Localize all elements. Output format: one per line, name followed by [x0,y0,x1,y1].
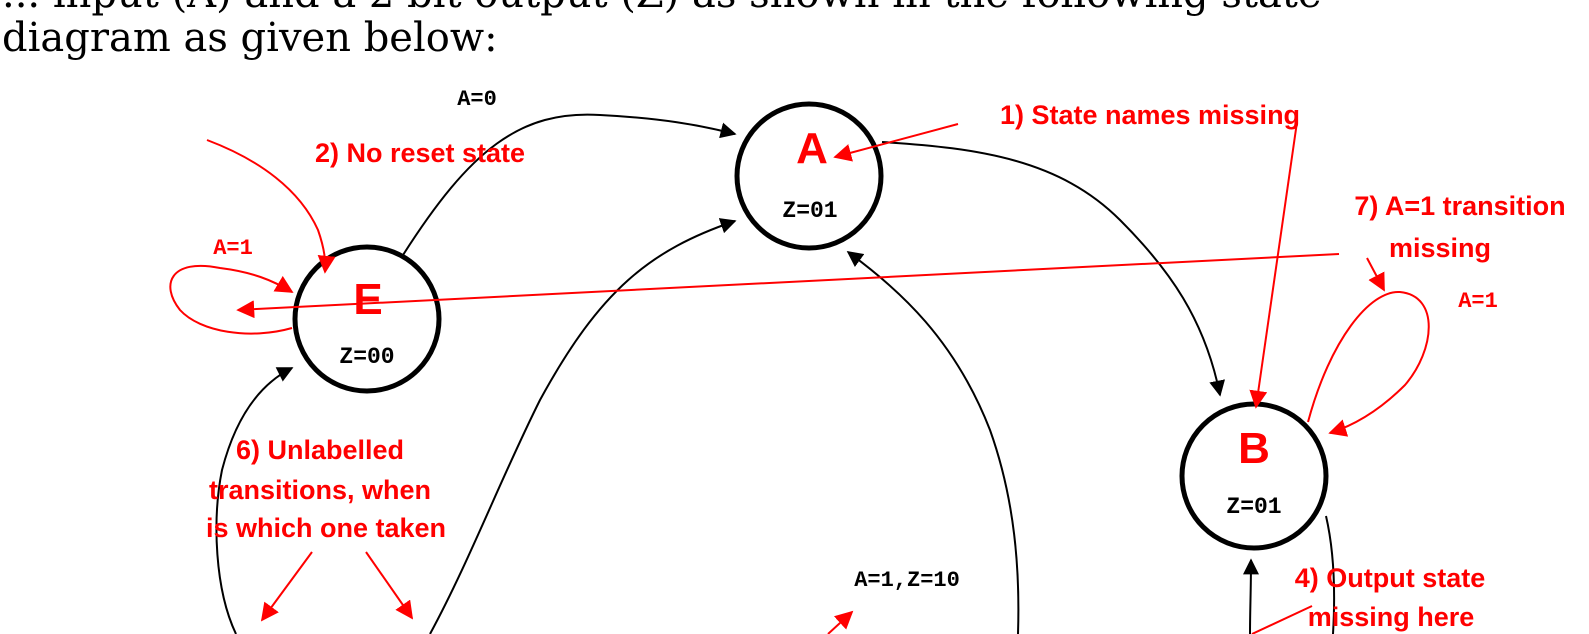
note-6-line-2: transitions, when [209,475,431,505]
e-self-loop [169,264,294,335]
transition-bottom-to-a [429,218,737,634]
state-e-name: E [353,275,382,324]
note-4-arrow [1251,605,1313,634]
transition-b-down [1325,515,1336,634]
note-7-line-2: missing [1389,233,1491,263]
state-e-circle [292,244,442,394]
state-a: A Z=01 [734,101,884,251]
note-6-arrow-right [365,551,414,620]
note-6-arrow-left [260,551,313,622]
intro-text-line-2: diagram as given below: [2,15,498,61]
transition-e-to-a [402,113,737,256]
state-a-output: Z=01 [782,198,837,224]
label-to-a-bottom: A=1,Z=10 [854,568,960,593]
state-a-circle [734,101,884,251]
transition-bottom-to-b [1242,558,1259,634]
intro-text-line-1: ... input (A) and a 2 bit output (Z) as … [2,0,1322,18]
b-self-loop [1307,290,1430,437]
transition-bottom-right-to-a [846,251,1020,634]
transition-a-to-b [881,141,1226,397]
note-6-line-1: 6) Unlabelled [236,435,404,465]
label-e-self-loop: A=1 [213,236,253,261]
reset-arrow [206,139,336,274]
note-1-arrow-b [1249,121,1298,409]
note-1-arrow-a [833,123,959,162]
note-7-line-1: 7) A=1 transition [1354,191,1565,221]
state-e-output: Z=00 [339,344,394,370]
state-b: B Z=01 [1179,401,1329,551]
note-7-arrow [1366,257,1385,292]
note-1: 1) State names missing [1000,100,1300,130]
transition-bottom-to-e [215,367,294,634]
label-b-self-loop: A=1 [1458,289,1498,314]
note-3-arrow [827,610,854,634]
note-6-line-3: is which one taken [206,513,446,543]
annotation-arrows [169,121,1430,634]
note-2: 2) No reset state [315,138,525,168]
transitions [215,113,1336,634]
state-a-name: A [796,124,828,173]
note-4-line-1: 4) Output state [1295,563,1486,593]
state-b-name: B [1238,424,1270,473]
label-e-to-a: A=0 [457,87,497,112]
missing-transition-line [236,253,1340,319]
state-e: E Z=00 [292,244,442,394]
note-4-line-2: missing here [1308,602,1475,632]
state-b-output: Z=01 [1226,494,1281,520]
